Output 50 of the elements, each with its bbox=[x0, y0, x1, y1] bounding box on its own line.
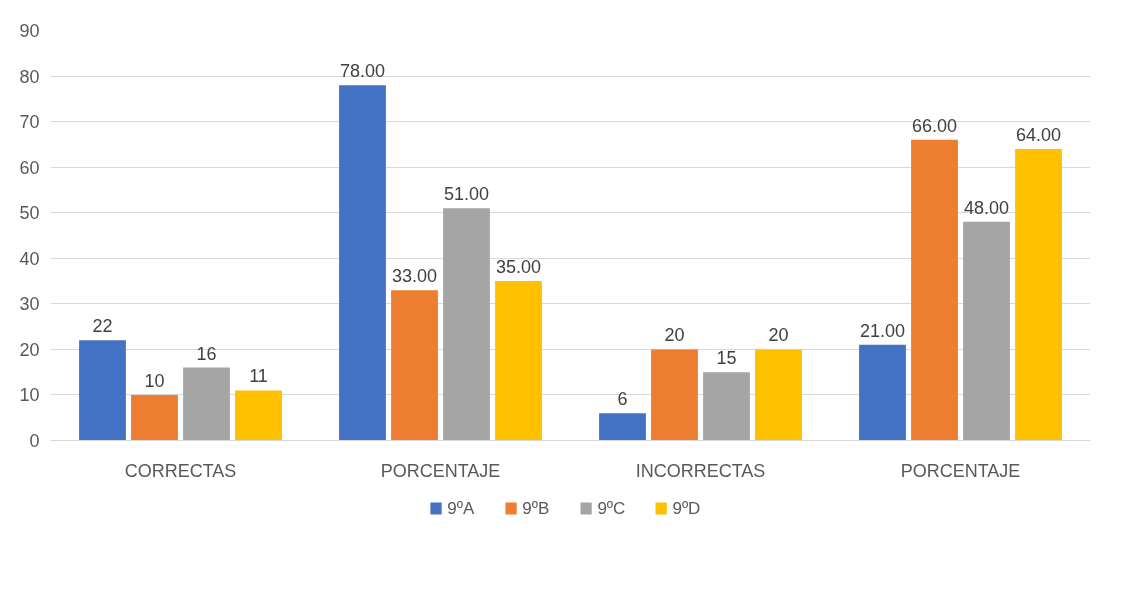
bar bbox=[859, 344, 906, 441]
data-label: 78.00 bbox=[339, 61, 386, 82]
data-label: 22 bbox=[92, 316, 113, 337]
y-tick-label: 80 bbox=[19, 66, 40, 87]
bar bbox=[339, 85, 386, 441]
x-tick-label: INCORRECTAS bbox=[635, 460, 766, 481]
legend-label: 9ºA bbox=[447, 499, 475, 518]
data-label: 10 bbox=[144, 370, 165, 391]
bar bbox=[443, 208, 490, 441]
x-tick-label: PORCENTAJE bbox=[900, 460, 1021, 481]
data-label: 48.00 bbox=[963, 197, 1010, 218]
data-label: 35.00 bbox=[495, 257, 542, 278]
y-tick-label: 60 bbox=[19, 157, 40, 178]
x-tick-label: PORCENTAJE bbox=[380, 460, 501, 481]
bar bbox=[79, 340, 126, 441]
bar bbox=[651, 349, 698, 441]
y-tick-label: 10 bbox=[19, 385, 40, 406]
bar bbox=[235, 390, 282, 441]
data-label: 16 bbox=[196, 343, 217, 364]
y-tick-label: 30 bbox=[19, 294, 40, 315]
data-label: 20 bbox=[768, 325, 789, 346]
data-label: 20 bbox=[664, 325, 685, 346]
data-label: 51.00 bbox=[443, 184, 490, 205]
bar bbox=[755, 349, 802, 441]
x-tick-label: CORRECTAS bbox=[124, 460, 237, 481]
data-label: 66.00 bbox=[911, 115, 958, 136]
y-tick-label: 50 bbox=[19, 203, 40, 224]
y-tick-label: 90 bbox=[19, 21, 40, 41]
bar bbox=[599, 413, 646, 441]
data-label: 11 bbox=[249, 366, 268, 387]
y-tick-label: 40 bbox=[19, 248, 40, 269]
bar bbox=[391, 290, 438, 441]
legend-label: 9ºC bbox=[597, 499, 626, 518]
data-label: 64.00 bbox=[1015, 124, 1062, 145]
data-label: 15 bbox=[716, 348, 737, 369]
data-label: 21.00 bbox=[859, 320, 906, 341]
bar bbox=[911, 139, 958, 441]
y-tick-label: 0 bbox=[29, 431, 40, 451]
data-label: 33.00 bbox=[391, 266, 438, 287]
bar bbox=[963, 221, 1010, 441]
bar bbox=[495, 281, 542, 441]
y-tick-label: 70 bbox=[19, 112, 40, 133]
legend-label: 9ºD bbox=[672, 499, 701, 518]
legend-label: 9ºB bbox=[522, 499, 550, 518]
bar bbox=[703, 372, 750, 441]
data-label: 6 bbox=[617, 389, 628, 410]
y-tick-label: 20 bbox=[19, 339, 40, 360]
bar bbox=[183, 367, 230, 441]
bar bbox=[1015, 148, 1062, 441]
bar bbox=[131, 394, 178, 441]
